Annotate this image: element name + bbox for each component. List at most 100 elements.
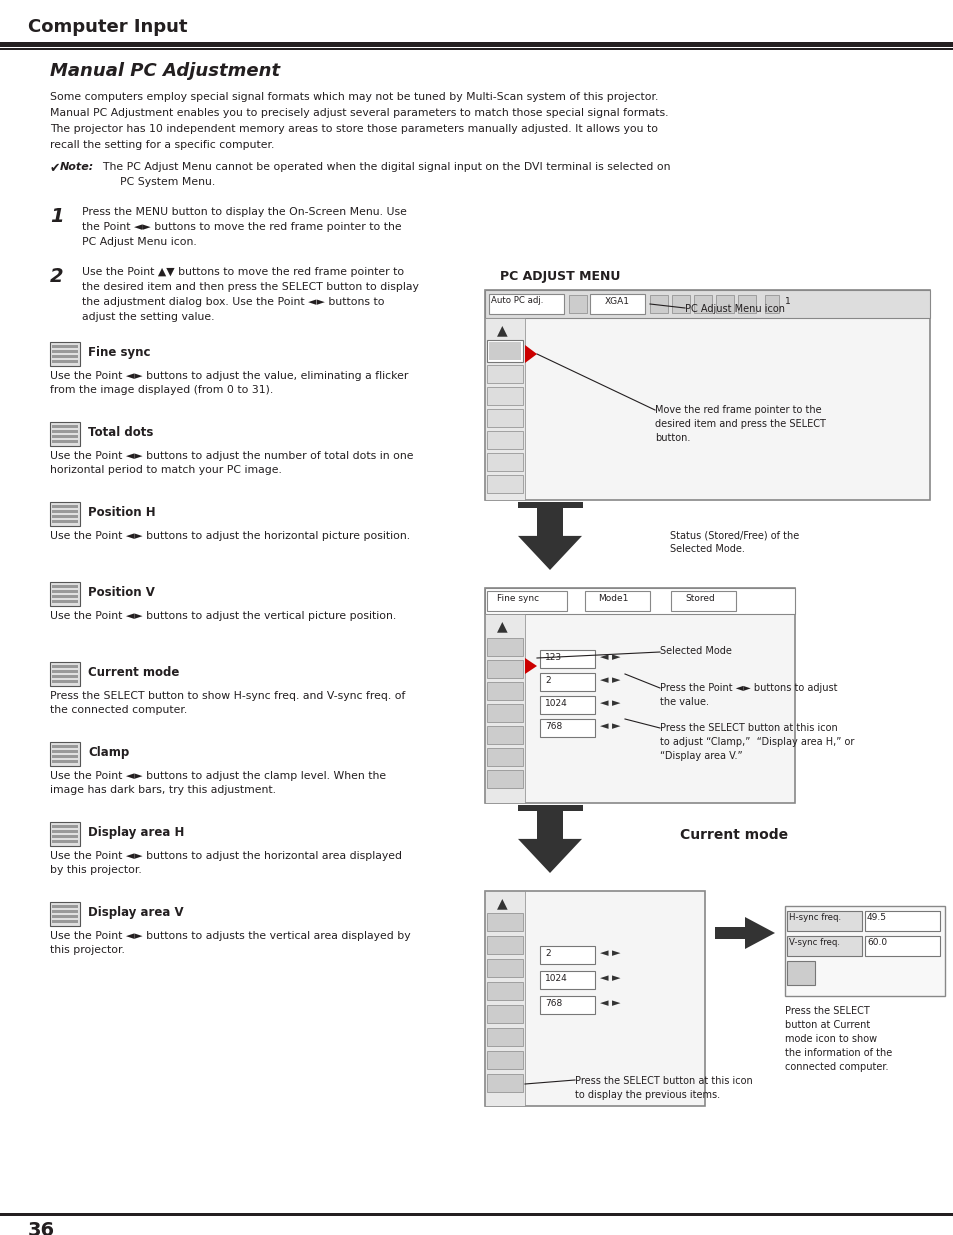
Text: horizontal period to match your PC image.: horizontal period to match your PC image… bbox=[50, 466, 281, 475]
Bar bbox=[486, 340, 522, 362]
Bar bbox=[584, 592, 649, 611]
Text: 1: 1 bbox=[784, 296, 790, 306]
Text: 123: 123 bbox=[544, 653, 561, 662]
Bar bbox=[489, 342, 520, 359]
Text: ►: ► bbox=[612, 998, 619, 1008]
Bar bbox=[52, 359, 78, 363]
Bar bbox=[52, 425, 78, 429]
Bar bbox=[52, 910, 78, 913]
Polygon shape bbox=[714, 918, 774, 948]
Text: The PC Adjust Menu cannot be operated when the digital signal input on the DVI t: The PC Adjust Menu cannot be operated wh… bbox=[96, 162, 670, 172]
Text: to adjust “Clamp,”  “Display area H,” or: to adjust “Clamp,” “Display area H,” or bbox=[659, 737, 854, 747]
Bar bbox=[50, 902, 80, 926]
Text: desired item and press the SELECT: desired item and press the SELECT bbox=[655, 419, 825, 429]
Bar bbox=[539, 946, 595, 965]
Bar bbox=[52, 345, 78, 348]
Bar bbox=[764, 295, 779, 312]
Text: Selected Mode: Selected Mode bbox=[659, 646, 731, 656]
Bar bbox=[52, 671, 78, 673]
Bar bbox=[486, 936, 522, 953]
Bar bbox=[589, 294, 644, 314]
Text: ◄: ◄ bbox=[599, 698, 608, 708]
Bar bbox=[484, 290, 929, 317]
Bar bbox=[671, 295, 689, 312]
Text: Press the SELECT button to show H-sync freq. and V-sync freq. of: Press the SELECT button to show H-sync f… bbox=[50, 692, 405, 701]
Bar bbox=[484, 588, 794, 803]
Bar bbox=[52, 430, 78, 433]
Bar bbox=[486, 387, 522, 405]
Bar bbox=[489, 294, 563, 314]
Bar bbox=[864, 911, 939, 931]
Text: Current mode: Current mode bbox=[679, 827, 787, 842]
Text: Selected Mode.: Selected Mode. bbox=[669, 543, 744, 555]
Bar bbox=[486, 982, 522, 1000]
Text: ►: ► bbox=[612, 652, 619, 662]
Text: ✔: ✔ bbox=[50, 162, 60, 175]
Text: Position V: Position V bbox=[88, 585, 154, 599]
Text: button.: button. bbox=[655, 433, 690, 443]
Bar bbox=[486, 1051, 522, 1070]
Bar bbox=[486, 913, 522, 931]
Text: Use the Point ▲▼ buttons to move the red frame pointer to: Use the Point ▲▼ buttons to move the red… bbox=[82, 267, 404, 277]
Text: Move the red frame pointer to the: Move the red frame pointer to the bbox=[655, 405, 821, 415]
Bar bbox=[716, 295, 733, 312]
Text: Press the SELECT button at this icon: Press the SELECT button at this icon bbox=[659, 722, 837, 734]
Bar bbox=[50, 582, 80, 606]
Bar bbox=[484, 317, 524, 500]
Text: The projector has 10 independent memory areas to store those parameters manually: The projector has 10 independent memory … bbox=[50, 124, 658, 135]
Bar bbox=[52, 755, 78, 758]
Text: Some computers employ special signal formats which may not be tuned by Multi-Sca: Some computers employ special signal for… bbox=[50, 91, 658, 103]
Bar bbox=[52, 920, 78, 923]
Bar bbox=[52, 585, 78, 588]
Text: Manual PC Adjustment: Manual PC Adjustment bbox=[50, 62, 280, 80]
Bar bbox=[484, 890, 704, 1107]
Bar bbox=[0, 0, 953, 19]
Polygon shape bbox=[524, 345, 537, 363]
Text: PC System Menu.: PC System Menu. bbox=[120, 177, 215, 186]
Bar bbox=[52, 590, 78, 593]
Bar bbox=[486, 682, 522, 700]
Bar bbox=[486, 475, 522, 493]
Bar bbox=[738, 295, 755, 312]
Bar bbox=[539, 971, 595, 989]
Text: Use the Point ◄► buttons to adjust the clamp level. When the: Use the Point ◄► buttons to adjust the c… bbox=[50, 771, 386, 781]
Bar bbox=[486, 726, 522, 743]
Bar bbox=[486, 1005, 522, 1023]
Bar bbox=[52, 354, 78, 358]
Text: Auto PC adj.: Auto PC adj. bbox=[491, 296, 543, 305]
Bar bbox=[486, 1028, 522, 1046]
Bar bbox=[52, 350, 78, 353]
Bar bbox=[486, 431, 522, 450]
Text: Press the SELECT: Press the SELECT bbox=[784, 1007, 869, 1016]
Bar bbox=[50, 342, 80, 366]
Text: Press the MENU button to display the On-Screen Menu. Use: Press the MENU button to display the On-… bbox=[82, 207, 406, 217]
Bar bbox=[484, 588, 794, 614]
Bar bbox=[52, 830, 78, 832]
Bar bbox=[539, 995, 595, 1014]
Text: button at Current: button at Current bbox=[784, 1020, 869, 1030]
Text: PC Adjust Menu icon: PC Adjust Menu icon bbox=[684, 304, 784, 314]
Bar bbox=[52, 515, 78, 517]
Text: ▲: ▲ bbox=[497, 619, 507, 634]
Text: Use the Point ◄► buttons to adjust the horizontal picture position.: Use the Point ◄► buttons to adjust the h… bbox=[50, 531, 410, 541]
Text: 1: 1 bbox=[50, 207, 64, 226]
Text: 768: 768 bbox=[544, 999, 561, 1008]
Text: ◄: ◄ bbox=[599, 676, 608, 685]
Text: 768: 768 bbox=[544, 722, 561, 731]
Bar bbox=[0, 48, 953, 49]
Text: Computer Input: Computer Input bbox=[28, 19, 188, 36]
Bar bbox=[52, 835, 78, 839]
Bar bbox=[539, 719, 595, 737]
Bar bbox=[649, 295, 667, 312]
Polygon shape bbox=[517, 508, 581, 571]
Text: Display area H: Display area H bbox=[88, 826, 184, 839]
Bar bbox=[52, 905, 78, 908]
Bar bbox=[0, 1213, 953, 1216]
Text: Current mode: Current mode bbox=[88, 666, 179, 679]
Text: 2: 2 bbox=[544, 948, 550, 958]
Text: ▲: ▲ bbox=[497, 324, 507, 337]
Polygon shape bbox=[517, 811, 581, 873]
Bar bbox=[50, 422, 80, 446]
Text: Fine sync: Fine sync bbox=[88, 346, 151, 359]
Text: ►: ► bbox=[612, 948, 619, 958]
